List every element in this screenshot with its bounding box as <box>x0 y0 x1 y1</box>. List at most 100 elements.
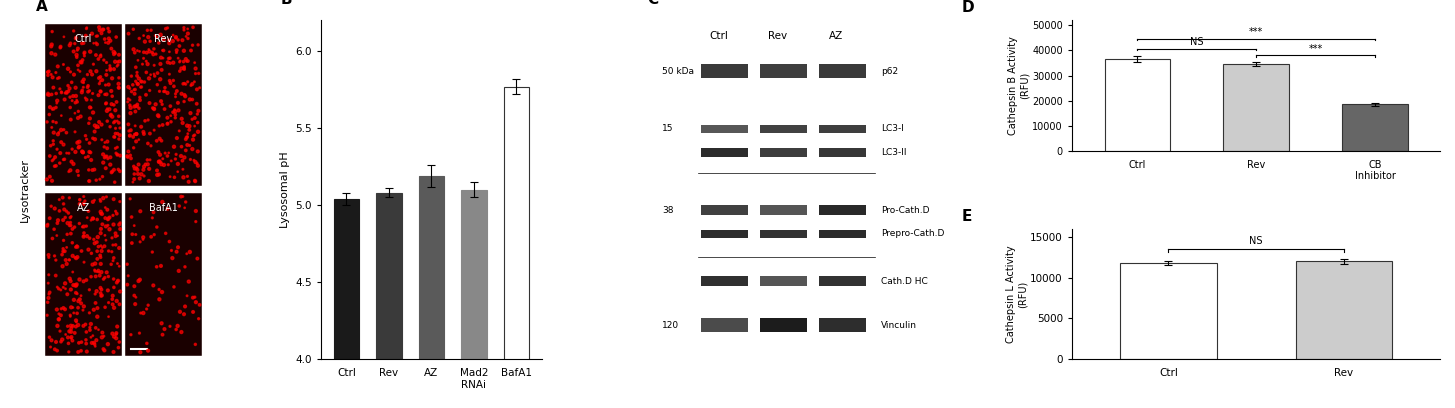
Point <box>55 323 79 330</box>
Text: Pro-Cath.D: Pro-Cath.D <box>880 206 930 215</box>
Point <box>106 151 129 158</box>
Point <box>58 257 81 263</box>
Point <box>64 282 87 289</box>
Text: p62: p62 <box>880 67 898 76</box>
Point <box>102 196 125 202</box>
Point <box>61 239 84 246</box>
Point <box>116 99 140 105</box>
Point <box>48 150 71 156</box>
Point <box>36 221 60 228</box>
Point <box>159 60 182 67</box>
Point <box>148 135 172 142</box>
Point <box>55 261 79 267</box>
Point <box>61 269 84 275</box>
Point <box>108 301 131 308</box>
Point <box>95 100 118 106</box>
Point <box>135 69 159 75</box>
Point <box>58 219 81 226</box>
Point <box>97 313 121 320</box>
Point <box>83 128 106 135</box>
Text: A: A <box>36 0 48 13</box>
Point <box>76 96 99 103</box>
Point <box>81 262 105 268</box>
Point <box>146 224 169 230</box>
Point <box>154 25 178 32</box>
FancyBboxPatch shape <box>760 230 808 238</box>
Point <box>164 49 188 56</box>
Point <box>124 122 147 129</box>
Point <box>122 134 146 140</box>
Point <box>71 84 95 91</box>
Point <box>36 252 60 258</box>
Point <box>182 24 205 31</box>
Point <box>39 142 63 149</box>
Point <box>156 206 179 212</box>
Point <box>185 299 208 306</box>
Point <box>124 91 147 97</box>
Point <box>109 220 132 226</box>
Point <box>140 71 163 78</box>
Point <box>74 25 97 32</box>
Point <box>150 161 173 168</box>
Point <box>185 160 208 167</box>
Point <box>151 55 175 61</box>
Point <box>63 48 86 55</box>
Point <box>77 87 100 94</box>
Point <box>115 153 138 160</box>
Point <box>144 101 167 108</box>
Point <box>89 243 112 249</box>
Point <box>129 171 153 177</box>
Point <box>163 106 186 113</box>
Point <box>63 297 86 303</box>
Point <box>45 220 68 226</box>
Point <box>90 137 113 143</box>
Point <box>36 69 60 75</box>
Point <box>38 68 61 75</box>
Point <box>89 210 112 217</box>
Point <box>124 108 147 115</box>
Point <box>89 254 112 261</box>
Point <box>73 303 96 310</box>
Point <box>42 137 65 144</box>
Point <box>132 129 156 135</box>
FancyBboxPatch shape <box>819 205 866 215</box>
Point <box>147 171 170 178</box>
Point <box>81 40 105 47</box>
Point <box>42 129 65 136</box>
Point <box>83 197 106 204</box>
Point <box>148 76 172 82</box>
Point <box>64 317 87 324</box>
Point <box>156 24 179 31</box>
Point <box>141 215 164 221</box>
Text: Ctrl: Ctrl <box>74 34 92 44</box>
Point <box>83 236 106 243</box>
Point <box>180 42 204 49</box>
Point <box>172 65 195 71</box>
Point <box>87 75 111 81</box>
Point <box>119 331 143 338</box>
Point <box>125 138 148 145</box>
Point <box>108 198 131 205</box>
Point <box>77 82 100 89</box>
Point <box>64 255 87 262</box>
Point <box>44 205 67 212</box>
Point <box>74 329 97 335</box>
Point <box>86 239 109 246</box>
Point <box>52 156 76 162</box>
Point <box>57 88 80 95</box>
Point <box>108 80 131 87</box>
Point <box>97 81 121 88</box>
Point <box>99 67 122 73</box>
Point <box>147 40 170 46</box>
Point <box>52 33 76 40</box>
Point <box>124 301 147 307</box>
Point <box>118 133 141 139</box>
Point <box>157 37 180 43</box>
Point <box>68 201 92 207</box>
Point <box>41 235 64 242</box>
Point <box>162 109 185 115</box>
Point <box>115 261 138 268</box>
Point <box>74 340 97 347</box>
Point <box>108 245 131 251</box>
Point <box>39 50 63 56</box>
